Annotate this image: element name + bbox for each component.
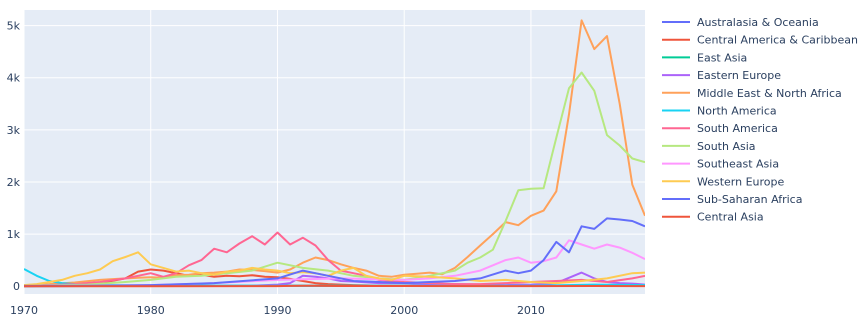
legend-label: South America	[697, 122, 778, 135]
y-tick-label: 4k	[7, 72, 21, 85]
legend-item[interactable]: South Asia	[662, 140, 756, 153]
series-line	[24, 217, 645, 287]
series-lines	[24, 19, 645, 288]
series-line	[24, 71, 645, 287]
y-tick-label: 1k	[7, 228, 21, 241]
legend-label: Eastern Europe	[697, 69, 781, 82]
legend-label: East Asia	[697, 51, 747, 64]
legend-item[interactable]: Central America & Caribbean	[662, 34, 858, 47]
y-axis: 0 1k 2k 3k 4k 5k	[7, 20, 21, 294]
x-tick-label: 1980	[137, 304, 165, 317]
legend-label: Western Europe	[697, 175, 785, 188]
legend-item[interactable]: Australasia & Oceania	[662, 16, 819, 29]
series-line	[24, 231, 645, 287]
legend-label: Australasia & Oceania	[697, 16, 819, 29]
y-tick-label: 0	[13, 280, 20, 293]
plot-background	[24, 10, 645, 294]
legend-item[interactable]: Southeast Asia	[662, 158, 779, 171]
legend-label: Sub-Saharan Africa	[697, 193, 802, 206]
series-line	[24, 284, 645, 288]
legend-label: Middle East & North Africa	[697, 87, 842, 100]
x-tick-label: 1970	[10, 304, 38, 317]
legend-label: North America	[697, 105, 777, 118]
legend-item[interactable]: Middle East & North Africa	[662, 87, 842, 100]
legend-item[interactable]: South America	[662, 122, 778, 135]
legend-item[interactable]: Eastern Europe	[662, 69, 781, 82]
y-tick-label: 2k	[7, 176, 21, 189]
legend-label: Central America & Caribbean	[697, 34, 858, 47]
x-tick-label: 2010	[517, 304, 545, 317]
x-tick-label: 1990	[263, 304, 291, 317]
x-tick-label: 2000	[390, 304, 418, 317]
legend-label: South Asia	[697, 140, 756, 153]
legend: Australasia & Oceania Central America & C…	[662, 16, 858, 224]
legend-item[interactable]: Sub-Saharan Africa	[662, 193, 802, 206]
series-line	[24, 251, 645, 287]
legend-item[interactable]: Central Asia	[662, 211, 764, 224]
legend-item[interactable]: East Asia	[662, 51, 747, 64]
legend-label: Southeast Asia	[697, 158, 779, 171]
y-tick-label: 3k	[7, 124, 21, 137]
series-line	[24, 19, 645, 287]
legend-label: Central Asia	[697, 211, 764, 224]
y-tick-label: 5k	[7, 20, 21, 33]
legend-item[interactable]: North America	[662, 105, 777, 118]
x-axis: 1970 1980 1990 2000 2010	[10, 304, 545, 317]
legend-item[interactable]: Western Europe	[662, 175, 785, 188]
